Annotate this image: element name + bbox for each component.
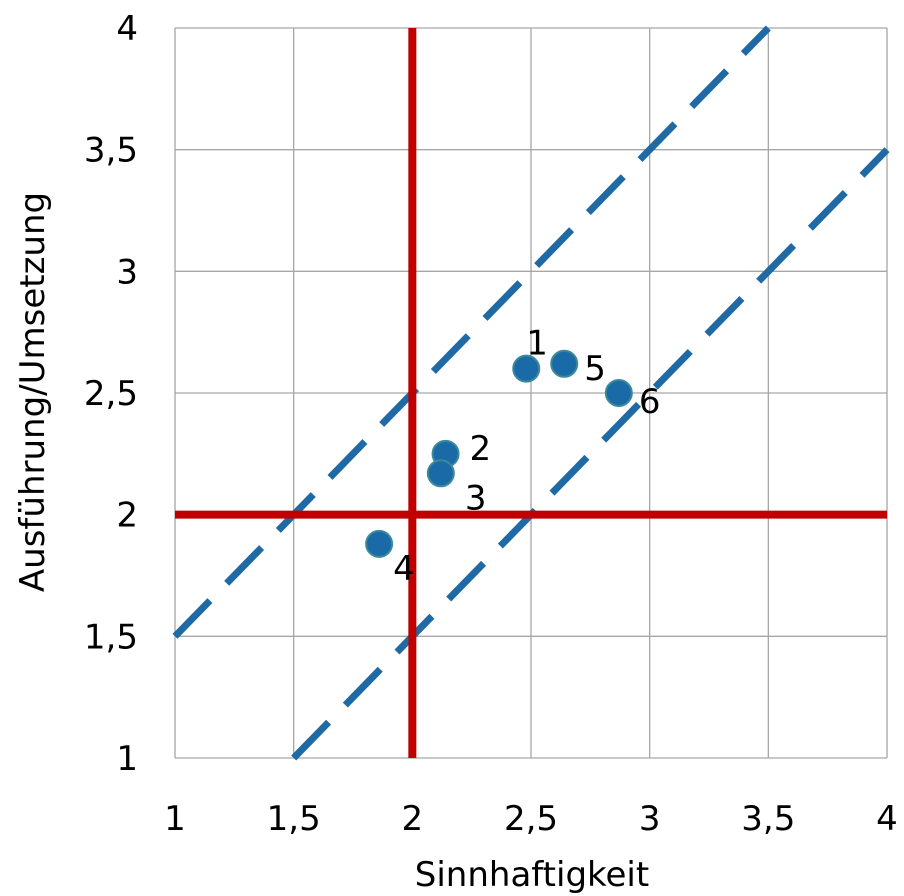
diagonal-line-2: [291, 147, 890, 761]
point-label-6: 6: [639, 382, 661, 422]
x-tick-label: 2,5: [504, 799, 558, 839]
point-label-4: 4: [393, 549, 415, 589]
x-tick-label: 2: [402, 799, 424, 839]
data-point-6: [604, 379, 633, 407]
y-tick-label: 3,5: [84, 131, 138, 171]
y-tick-label: 1: [116, 739, 138, 779]
data-points: 1 2 3 4 56: [365, 324, 661, 589]
x-tick-label: 1: [164, 799, 186, 839]
data-point-1: [512, 354, 541, 383]
diagonal-lines: [172, 25, 890, 761]
y-tick-labels: 1 1,5 2 2,5 3 3,5 4: [84, 9, 138, 779]
data-point-5: [550, 349, 579, 378]
x-tick-label: 3: [639, 799, 661, 839]
y-tick-label: 1,5: [84, 617, 138, 657]
y-axis-label: Ausführung/Umsetzung: [13, 192, 53, 592]
grid: [174, 27, 888, 759]
point-label-2: 2: [470, 429, 492, 469]
y-tick-label: 3: [116, 252, 138, 292]
diagonal-line-1: [172, 25, 771, 639]
reference-lines: [175, 28, 887, 758]
point-label-5: 5: [584, 349, 606, 389]
x-tick-label: 4: [876, 799, 898, 839]
x-tick-label: 3,5: [741, 799, 795, 839]
y-tick-label: 4: [116, 9, 138, 49]
y-tick-label: 2: [116, 496, 138, 536]
data-point-3: [426, 459, 455, 488]
y-tick-label: 2,5: [84, 374, 138, 414]
data-point-4: [365, 529, 394, 558]
point-label-1: 1: [526, 324, 548, 364]
x-tick-label: 1,5: [267, 799, 321, 839]
x-axis-label: Sinnhaftigkeit: [415, 855, 649, 895]
x-tick-labels: 1 1,5 2 2,5 3 3,5 4: [164, 799, 898, 839]
point-label-3: 3: [465, 478, 487, 518]
